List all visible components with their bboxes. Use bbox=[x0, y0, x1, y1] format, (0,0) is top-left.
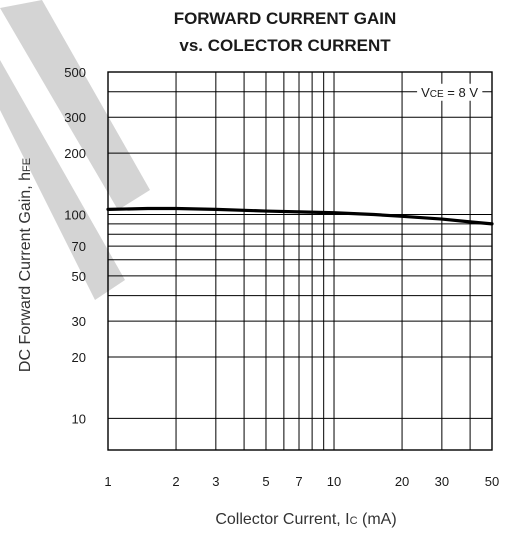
watermark-stroke-2 bbox=[0, 60, 125, 300]
x-axis-label-suffix: (mA) bbox=[358, 511, 397, 528]
x-tick-label: 20 bbox=[395, 474, 409, 489]
annotation: VCE = 8 V bbox=[417, 83, 483, 101]
y-tick-label: 10 bbox=[72, 411, 86, 426]
x-tick-label: 3 bbox=[212, 474, 219, 489]
annotation-main: V bbox=[421, 85, 430, 100]
y-tick-label: 300 bbox=[64, 110, 86, 125]
x-tick-label: 50 bbox=[485, 474, 499, 489]
x-axis-label-sub: C bbox=[350, 515, 358, 527]
x-axis-label-main: Collector Current, I bbox=[215, 511, 349, 528]
y-tick-label: 100 bbox=[64, 208, 86, 223]
x-tick-labels: 1 2 3 5 7 10 20 30 50 bbox=[104, 474, 499, 489]
y-tick-label: 70 bbox=[72, 239, 86, 254]
x-tick-label: 5 bbox=[262, 474, 269, 489]
y-tick-label: 200 bbox=[64, 146, 86, 161]
y-axis-label: DC Forward Current Gain, hFE bbox=[17, 158, 34, 372]
chart-title-line-1: FORWARD CURRENT GAIN bbox=[174, 9, 397, 28]
x-tick-label: 7 bbox=[295, 474, 302, 489]
x-tick-label: 30 bbox=[435, 474, 449, 489]
y-axis-label-sub: FE bbox=[21, 158, 33, 172]
series-layer bbox=[106, 206, 494, 226]
annotation-background bbox=[417, 83, 483, 101]
x-tick-label: 1 bbox=[104, 474, 111, 489]
x-tick-label: 10 bbox=[327, 474, 341, 489]
x-tick-label: 2 bbox=[172, 474, 179, 489]
annotation-sub: CE bbox=[430, 89, 444, 100]
watermark-stroke-1 bbox=[0, 0, 150, 210]
y-tick-label: 50 bbox=[72, 269, 86, 284]
annotation-suffix: = 8 V bbox=[444, 85, 479, 100]
plot-frame bbox=[107, 71, 493, 451]
y-axis-label-main: DC Forward Current Gain, h bbox=[17, 172, 34, 372]
x-axis-label: Collector Current, IC (mA) bbox=[215, 511, 396, 528]
grid-lines bbox=[107, 71, 493, 451]
chart-title-line-2: vs. COLECTOR CURRENT bbox=[179, 36, 391, 55]
y-tick-label: 20 bbox=[72, 350, 86, 365]
annotation-vce: VCE = 8 V bbox=[421, 85, 478, 100]
y-tick-label: 500 bbox=[64, 65, 86, 80]
series-line bbox=[106, 206, 494, 226]
y-tick-labels: 10 20 30 50 70 100 200 300 500 bbox=[64, 65, 86, 426]
y-tick-label: 30 bbox=[72, 314, 86, 329]
watermark bbox=[0, 0, 150, 300]
